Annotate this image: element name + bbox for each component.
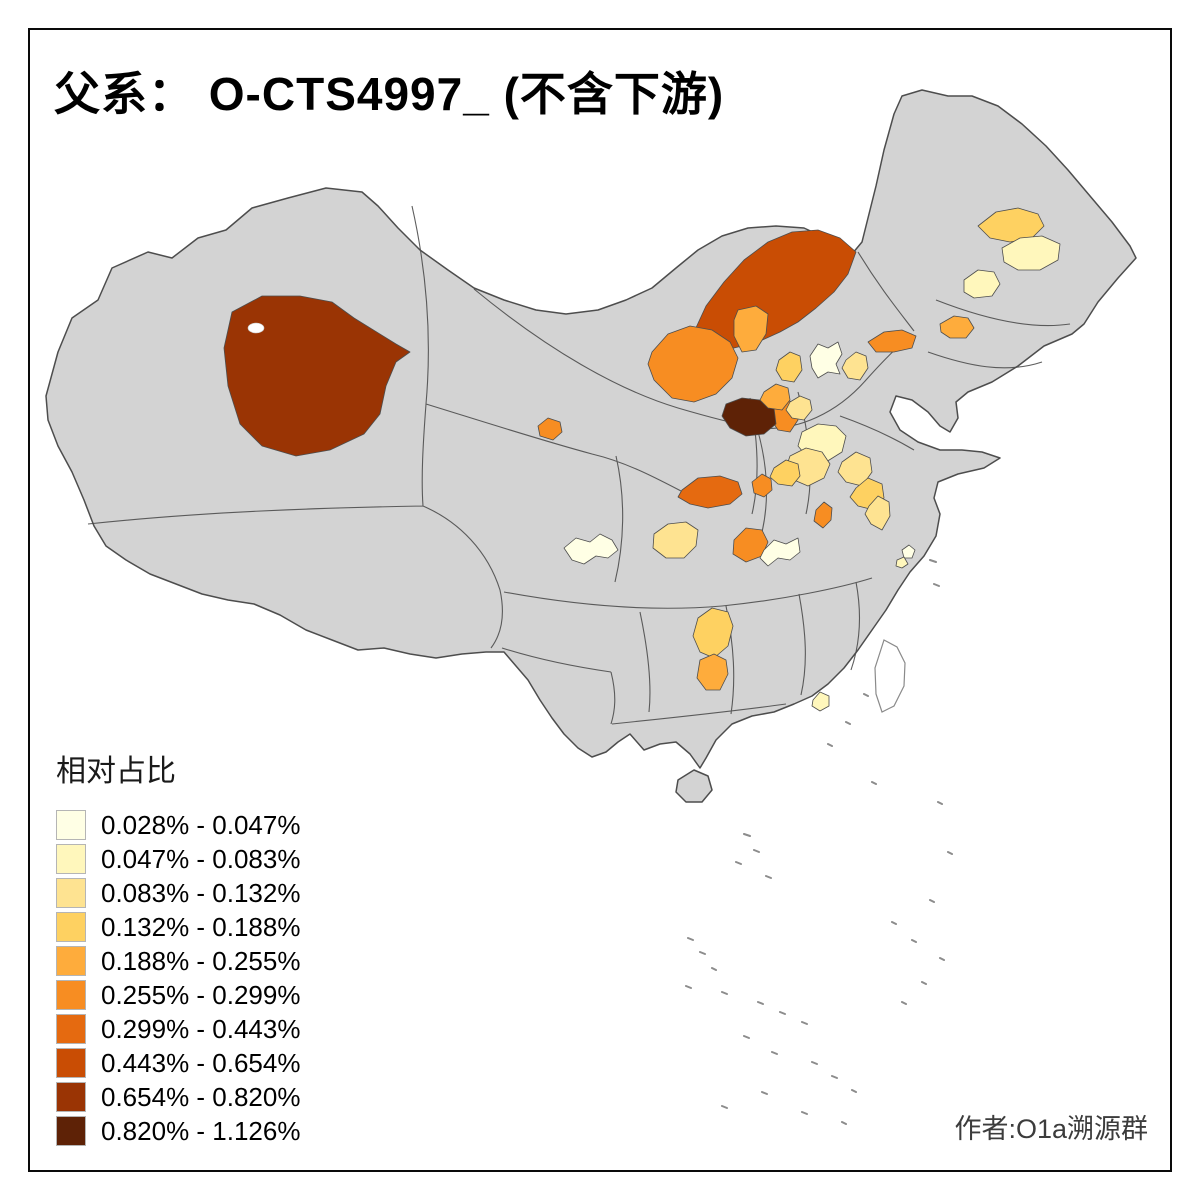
attribution-text: 作者:O1a溯源群 (954, 1114, 1148, 1144)
map-region-henan-west-orange (677, 475, 743, 509)
map-region-hunan-west-upper (692, 607, 734, 659)
map-region-shanghai-pale-1 (901, 544, 916, 559)
map-region-east-xinjiang (223, 295, 411, 457)
map-region-heilongjiang-yellow (977, 207, 1045, 243)
legend-label: 0.028% - 0.047% (101, 809, 301, 840)
legend-swatch (56, 980, 86, 1010)
map-region-hohhot-north (733, 305, 769, 353)
legend-label: 0.132% - 0.188% (101, 911, 301, 942)
legend-label: 0.047% - 0.083% (101, 843, 301, 874)
map-title: 父系： O-CTS4997_ (不含下游) (54, 68, 725, 120)
map-region-chengde-cream (809, 341, 843, 379)
map-region-beijing-dark (721, 397, 777, 437)
map-region-na-enclave (247, 322, 265, 334)
legend-swatch (56, 1048, 86, 1078)
map-region-liaoning-west (867, 329, 917, 353)
map-region-shanghai-pale-2 (895, 556, 909, 569)
legend-item: 0.820% - 1.126% (56, 1114, 300, 1148)
legend-item: 0.654% - 0.820% (56, 1080, 300, 1114)
province-borders (87, 205, 1071, 725)
map-region-east-hebei-yellow (841, 351, 869, 381)
legend-item: 0.132% - 0.188% (56, 910, 300, 944)
legend-swatch (56, 1014, 86, 1044)
legend-item: 0.255% - 0.299% (56, 978, 300, 1012)
map-region-hunan-west-lower (696, 653, 729, 691)
map-region-zhengzhou-orange (751, 473, 773, 498)
map-region-ordos-west (647, 325, 739, 403)
legend-item: 0.047% - 0.083% (56, 842, 300, 876)
legend-label: 0.299% - 0.443% (101, 1013, 301, 1044)
hainan-island (675, 769, 713, 803)
legend-item: 0.028% - 0.047% (56, 808, 300, 842)
map-region-daba-yellow (652, 521, 699, 559)
legend-label: 0.083% - 0.132% (101, 877, 301, 908)
legend-label: 0.820% - 1.126% (101, 1115, 301, 1146)
legend-label: 0.188% - 0.255% (101, 945, 301, 976)
legend-swatch (56, 844, 86, 874)
map-region-langfang-pale (785, 395, 813, 421)
legend-item: 0.083% - 0.132% (56, 876, 300, 910)
legend-item: 0.299% - 0.443% (56, 1012, 300, 1046)
map-region-liaoning-central (939, 315, 975, 339)
taiwan-island (874, 639, 906, 713)
legend-label: 0.443% - 0.654% (101, 1047, 301, 1078)
map-region-wuhan-cream (759, 537, 801, 567)
map-region-heilongjiang-cream (1001, 235, 1061, 271)
china-mainland (45, 89, 1137, 769)
map-region-zhangjiakou (775, 351, 803, 383)
legend-swatch (56, 810, 86, 840)
map-region-gansu-orange (537, 417, 563, 441)
legend-label: 0.654% - 0.820% (101, 1081, 301, 1112)
legend-swatch (56, 1116, 86, 1146)
map-region-huaibei-orange (813, 501, 833, 529)
legend: 相对占比 0.028% - 0.047% 0.047% - 0.083% 0.0… (56, 746, 300, 1148)
legend-swatch (56, 946, 86, 976)
legend-title: 相对占比 (56, 755, 176, 788)
map-region-chengdu-cream (563, 533, 619, 565)
map-region-kaifeng-yellow (769, 459, 801, 487)
legend-swatch (56, 878, 86, 908)
map-region-jiangsu-north-yellow (864, 495, 891, 531)
legend-label: 0.255% - 0.299% (101, 979, 301, 1010)
legend-swatch (56, 1082, 86, 1112)
map-region-west-beijing-orange (759, 383, 791, 411)
map-region-fujian-coast-pale (811, 691, 830, 712)
legend-item: 0.188% - 0.255% (56, 944, 300, 978)
south-china-sea-islands (685, 559, 953, 1125)
map-region-jilin-cream (963, 269, 1001, 299)
legend-item: 0.443% - 0.654% (56, 1046, 300, 1080)
legend-swatch (56, 912, 86, 942)
